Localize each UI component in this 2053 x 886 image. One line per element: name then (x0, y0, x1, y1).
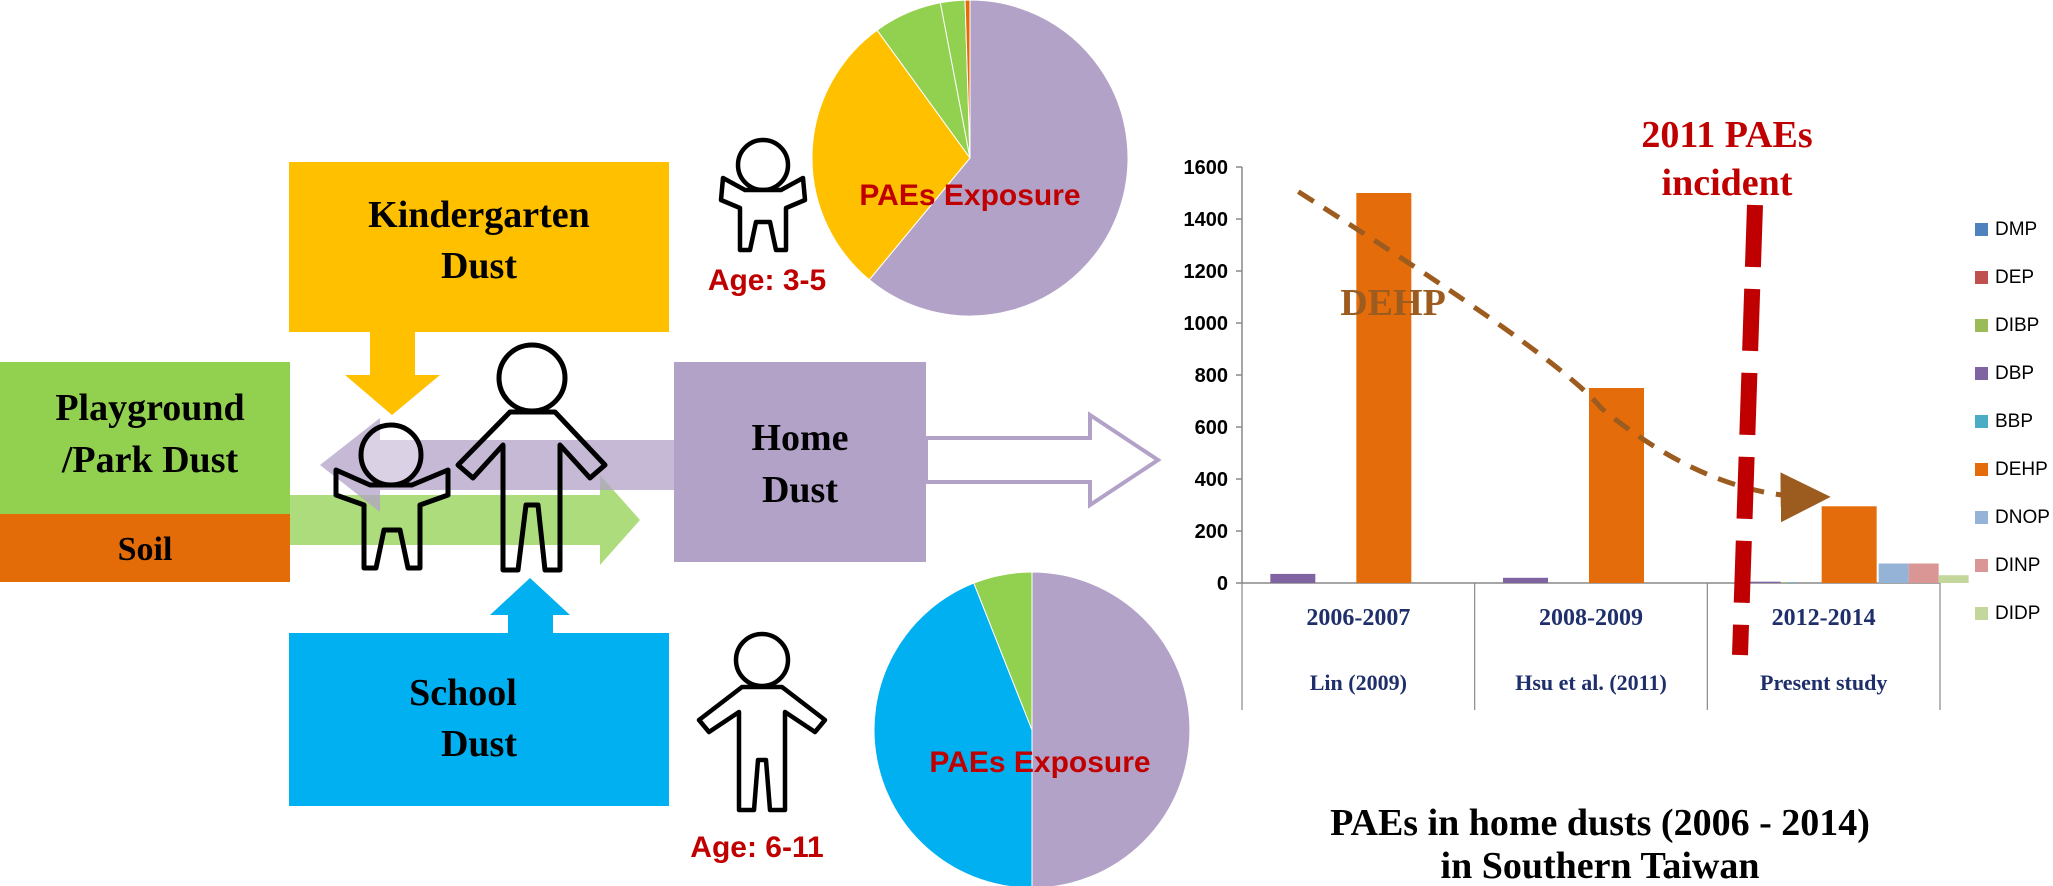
legend-swatch-DNOP (1975, 511, 1988, 524)
kindergarten-down-arrow (345, 332, 440, 415)
legend-label-DEP: DEP (1995, 267, 2034, 288)
y-tick-label: 200 (1195, 521, 1228, 543)
x-category-label: 2006-2007 (1306, 605, 1410, 631)
pie-bottom-label: PAEs Exposure (929, 746, 1150, 779)
kindergarten-exposure-pie (811, 0, 1129, 317)
chart-legend: DMP DEP DIBP DBP BBP DEHP DNOP DINP DIDP (1975, 219, 2050, 624)
child-icon-young (718, 137, 808, 253)
legend-swatch-BBP (1975, 415, 1988, 428)
bar-DINP-2012-2014 (1908, 563, 1939, 583)
home-label-line1: Home (751, 417, 848, 459)
legend-label-DMP: DMP (1995, 219, 2037, 240)
bar-DBP-2008-2009 (1503, 577, 1548, 583)
school-exposure-pie (873, 571, 1191, 886)
bar-DIDP-2012-2014 (1938, 575, 1969, 583)
legend-label-DEHP: DEHP (1995, 459, 2048, 480)
home-dust-bar-chart: 0 200 400 600 800 1000 1200 1400 1600 2006-2007 L… (1184, 114, 2050, 710)
bar-DIBP-2012-2014 (1779, 582, 1788, 583)
legend-swatch-DEHP (1975, 463, 1988, 476)
bar-DEHP-2006-2007 (1356, 193, 1412, 583)
y-tick-label: 1200 (1184, 261, 1229, 283)
soil-box: Soil (0, 514, 290, 582)
young-child-figure (333, 422, 451, 571)
chart-title: PAEs in home dusts (2006 - 2014) (1330, 802, 1870, 844)
y-tick-label: 1600 (1184, 157, 1229, 179)
older-child-figure (455, 342, 608, 573)
x-study-label: Lin (2009) (1310, 670, 1407, 695)
legend-label-DINP: DINP (1995, 555, 2040, 576)
school-label-line1: School (409, 672, 517, 714)
kindergarten-label-line1: Kindergarten (368, 194, 590, 236)
y-axis-ticks: 0 200 400 600 800 1000 1200 1400 1600 (1184, 157, 1242, 595)
bar-DBP-2012-2014 (1735, 581, 1781, 583)
age-older-label: Age: 6-11 (690, 831, 823, 864)
legend-label-DIDP: DIDP (1995, 603, 2040, 624)
legend-label-DNOP: DNOP (1995, 507, 2050, 528)
kindergarten-label-line2: Dust (441, 245, 517, 287)
x-category-label: 2012-2014 (1772, 605, 1876, 631)
pie-top-slice-soil (964, 0, 971, 159)
pie-top-slice-home (868, 0, 1129, 317)
legend-swatch-DBP (1975, 367, 1988, 380)
x-study-label: Hsu et al. (2011) (1515, 670, 1667, 695)
home-box: Home Dust (674, 362, 926, 562)
playground-label-line1: Playground (55, 387, 244, 429)
legend-swatch-DINP (1975, 559, 1988, 572)
x-category-label: 2008-2009 (1539, 605, 1643, 631)
chart-subtitle: in Southern Taiwan (1441, 845, 1760, 886)
home-label-line2: Dust (762, 469, 838, 511)
playground-box: Playground /Park Dust (0, 362, 290, 514)
pie-top-label: PAEs Exposure (859, 179, 1080, 212)
incident-line (1732, 204, 1763, 656)
playground-label-line2: /Park Dust (61, 439, 239, 481)
legend-swatch-DEP (1975, 271, 1988, 284)
y-tick-label: 1000 (1184, 313, 1229, 335)
y-tick-label: 1400 (1184, 209, 1229, 231)
y-tick-label: 0 (1217, 573, 1228, 595)
legend-label-DBP: DBP (1995, 363, 2034, 384)
legend-swatch-DMP (1975, 223, 1988, 236)
bar-DEHP-2012-2014 (1821, 506, 1877, 583)
legend-swatch-DIDP (1975, 607, 1988, 620)
pie-bottom-slice-playground (973, 571, 1033, 731)
incident-label-line1: 2011 PAEs (1641, 114, 1812, 156)
age-young-label: Age: 3-5 (708, 264, 826, 297)
legend-label-DIBP: DIBP (1995, 315, 2039, 336)
soil-label: Soil (118, 531, 173, 568)
bar-BBP-2012-2014 (1787, 582, 1796, 583)
pie-top-slice-kindergarten (811, 29, 971, 281)
legend-swatch-DIBP (1975, 319, 1988, 332)
school-up-arrow (490, 578, 570, 633)
y-tick-label: 400 (1195, 469, 1228, 491)
pie-bottom-slice-school (873, 582, 1033, 886)
school-label-line2: Dust (441, 723, 517, 765)
y-tick-label: 600 (1195, 417, 1228, 439)
x-axis-labels: 2006-2007 Lin (2009) 2008-2009 Hsu et al. (… (1241, 583, 1941, 710)
dehp-trend-line (1296, 189, 1831, 523)
kindergarten-box: Kindergarten Dust (289, 162, 669, 332)
y-tick-label: 800 (1195, 365, 1228, 387)
child-icon-older (696, 631, 828, 813)
incident-label-line2: incident (1662, 162, 1793, 204)
dehp-trend-path (1296, 189, 1831, 523)
x-study-label: Present study (1760, 670, 1887, 695)
bar-DBP-2006-2007 (1270, 573, 1316, 583)
school-box: School Dust (289, 633, 669, 806)
pie-bottom-slice-home (1031, 571, 1191, 886)
trend-label: DEHP (1340, 282, 1446, 324)
legend-label-BBP: BBP (1995, 411, 2033, 432)
chart-bars (1270, 193, 1969, 583)
home-to-chart-arrow (924, 411, 1162, 509)
bar-DNOP-2012-2014 (1878, 563, 1909, 583)
